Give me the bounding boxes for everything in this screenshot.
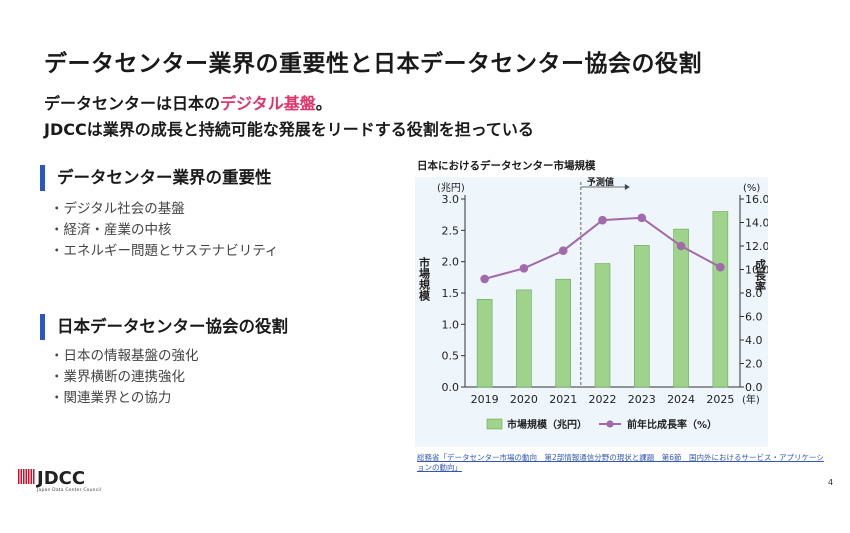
list-item: ・業界横断の連携強化 [50, 369, 185, 385]
list-item: ・経済・産業の中核 [50, 222, 172, 238]
role-bullet-list: ・日本の情報基盤の強化 ・業界横断の連携強化 ・関連業界との協力 [50, 346, 199, 409]
line-point [480, 274, 489, 284]
x-tick-label: 2024 [667, 393, 695, 406]
y-right-tick-label: 12.0 [745, 240, 768, 253]
legend-bar-label: 市場規模（兆円） [507, 418, 587, 431]
y-left-tick-label: 1.5 [442, 287, 460, 300]
subtitle-1-pre: データセンターは日本の [44, 94, 221, 113]
line-point [716, 262, 725, 272]
logo-subtext: Japan Data Center Council [37, 488, 102, 493]
subtitle-1-post: 。 [315, 94, 332, 113]
legend-bar-swatch [486, 418, 503, 430]
x-tick-label: 2019 [471, 393, 499, 406]
bar [633, 245, 650, 388]
line-point [558, 246, 568, 255]
x-tick-label: 2022 [589, 393, 617, 406]
page-number: 4 [828, 478, 834, 487]
slide-subtitle-2: JDCCは業界の成長と持続可能な発展をリードする役割を担っている [44, 120, 534, 139]
y-right-tick-label: 8.0 [745, 287, 763, 300]
legend-line-label: 前年比成長率（%） [627, 418, 717, 431]
x-tick-label: 2023 [628, 393, 656, 406]
y-right-unit: (%) [743, 183, 760, 194]
legend-line-marker [606, 420, 614, 428]
market-size-chart: 予測値 0.0 0.5 1.0 1.5 2.0 2.5 3.0 0.0 2.0 4.0 6.0 8.0 1… [415, 177, 768, 447]
list-item: ・関連業界との協力 [50, 390, 172, 406]
forecast-arrow-icon [624, 184, 630, 190]
line-point [676, 241, 686, 251]
x-axis-unit: (年) [742, 393, 760, 406]
y-right-tick-label: 16.0 [745, 193, 768, 206]
bar [673, 228, 689, 388]
y-left-axis-title: 市場規模 [418, 256, 431, 302]
y-right-tick-label: 4.0 [745, 334, 763, 347]
y-right-tick-label: 0.0 [745, 381, 763, 394]
y-left-tick-label: 3.0 [442, 193, 460, 206]
chart-background [415, 177, 768, 447]
y-left-tick-label: 0.5 [442, 350, 460, 363]
y-right-axis-title: 成長率 [754, 258, 767, 293]
y-left-tick-label: 0.0 [442, 381, 460, 394]
x-tick-label: 2020 [510, 393, 538, 406]
slide-subtitle-1: データセンターは日本のデジタル基盤。 [44, 90, 332, 114]
bar [516, 289, 532, 388]
line-point [637, 213, 647, 223]
list-item: ・エネルギー問題とサステナビリティ [50, 243, 279, 259]
source-link[interactable]: 総務省「データセンター市場の動向 第2部情報通信分野の現状と課題 第6節 国内外… [417, 453, 824, 472]
chart-title: 日本におけるデータセンター市場規模 [417, 160, 596, 172]
line-point [519, 264, 529, 273]
y-left-unit: (兆円) [437, 182, 465, 194]
y-left-tick-label: 1.0 [442, 318, 460, 331]
list-item: ・日本の情報基盤の強化 [50, 348, 199, 364]
list-item: ・デジタル社会の基盤 [50, 201, 185, 217]
bar [555, 278, 572, 388]
x-tick-label: 2025 [706, 393, 734, 406]
logo-text: JDCC [35, 468, 85, 489]
logo-mark-icon [18, 469, 35, 484]
y-left-tick-label: 2.5 [442, 224, 460, 237]
forecast-annotation: 予測値 [587, 177, 614, 188]
y-right-tick-label: 14.0 [745, 217, 768, 230]
line-point [598, 215, 607, 225]
importance-bullet-list: ・デジタル社会の基盤 ・経済・産業の中核 ・エネルギー問題とサステナビリティ [50, 199, 278, 262]
y-right-tick-label: 2.0 [745, 358, 763, 371]
section-heading-importance: データセンター業界の重要性 [40, 165, 272, 191]
section-heading-role: 日本データセンター協会の役割 [40, 314, 288, 340]
bar [476, 298, 493, 388]
bar [594, 263, 611, 388]
y-left-tick-label: 2.0 [442, 256, 460, 269]
bar [712, 211, 729, 388]
jdcc-logo: JDCC [18, 468, 85, 489]
y-right-tick-label: 6.0 [745, 311, 763, 324]
subtitle-1-highlight: デジタル基盤 [220, 94, 316, 113]
y-right-tick-label: 10.0 [745, 264, 768, 277]
x-tick-label: 2021 [549, 393, 577, 406]
slide-title: データセンター業界の重要性と日本データセンター協会の役割 [44, 51, 702, 77]
